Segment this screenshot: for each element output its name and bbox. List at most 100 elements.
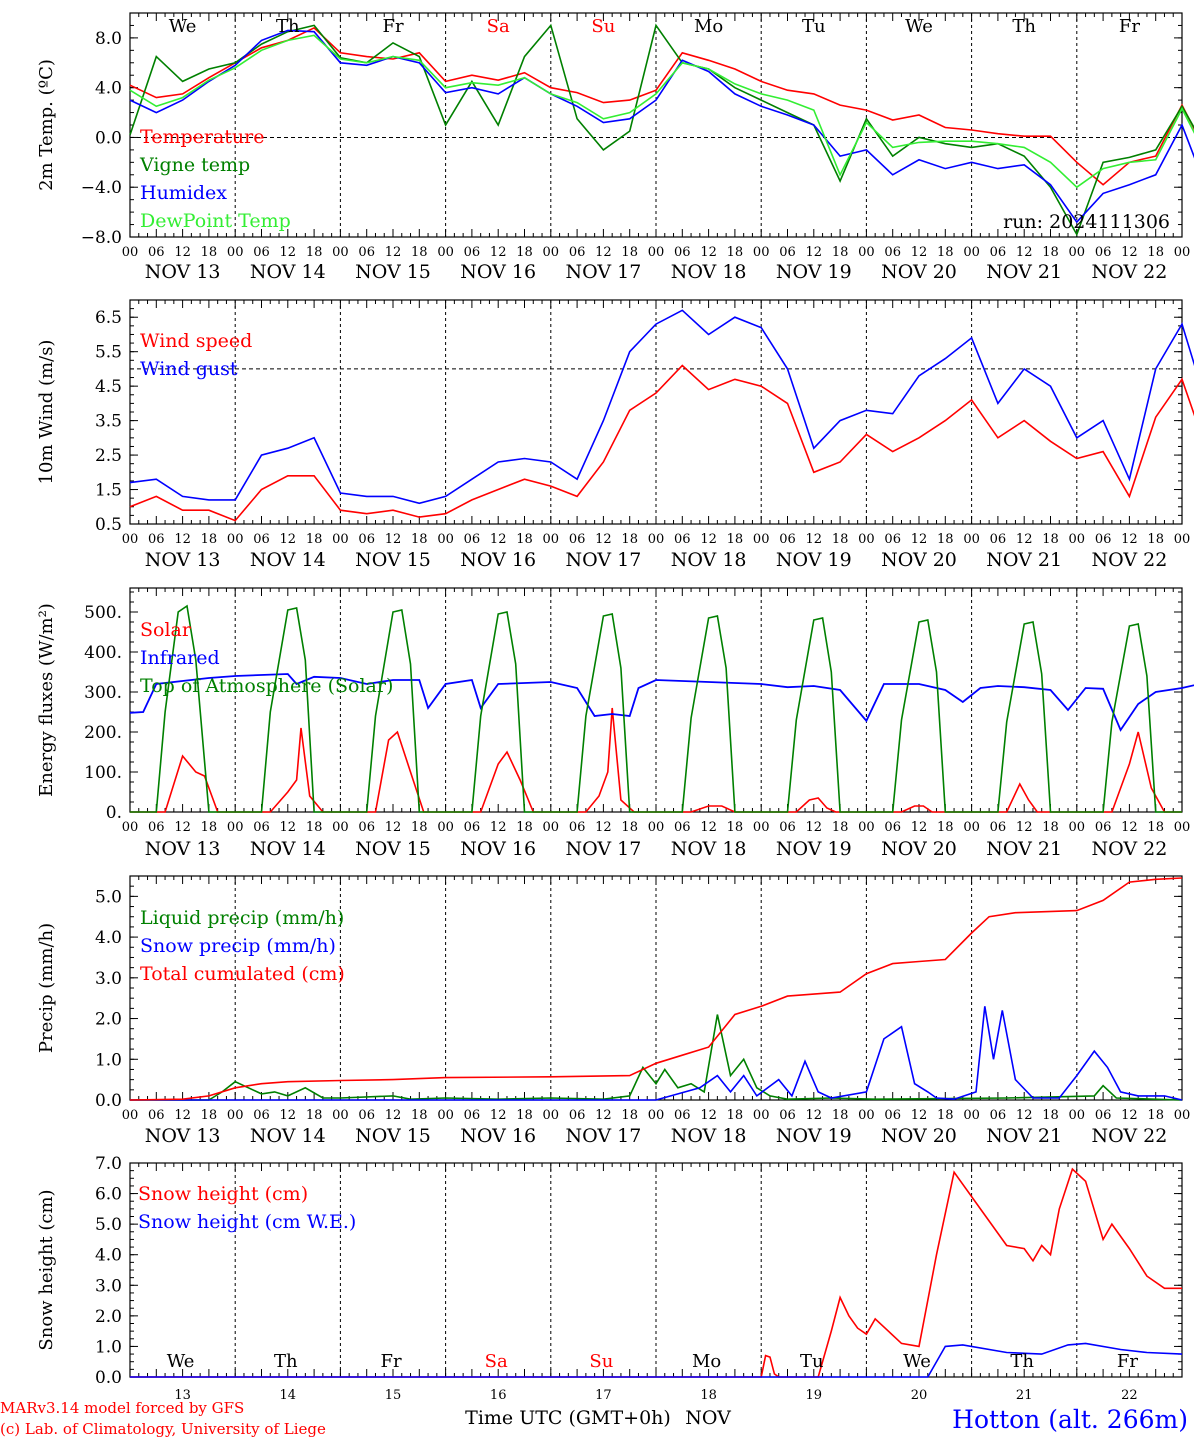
hour-tick-label: 00 bbox=[1069, 820, 1086, 835]
date-label: NOV 20 bbox=[881, 261, 957, 283]
hour-tick-label: 00 bbox=[332, 245, 349, 260]
hour-tick-label: 12 bbox=[280, 820, 297, 835]
y-tick-label: 4.0 bbox=[95, 1246, 122, 1266]
y-axis-label: Snow height (cm) bbox=[36, 1189, 57, 1350]
y-tick-label: 2.0 bbox=[95, 1307, 122, 1327]
day-number-label: 19 bbox=[806, 1388, 823, 1403]
day-name-label: Fr bbox=[382, 16, 403, 37]
date-label: NOV 16 bbox=[460, 549, 536, 571]
hour-tick-label: 12 bbox=[1016, 532, 1033, 547]
y-tick-label: 7.0 bbox=[95, 1154, 122, 1174]
y-tick-label: 3.0 bbox=[95, 969, 122, 989]
plot-frame bbox=[129, 299, 1183, 525]
y-tick-label: 1.0 bbox=[95, 1050, 122, 1070]
date-label: NOV 13 bbox=[145, 261, 221, 283]
hour-tick-label: 06 bbox=[1095, 245, 1112, 260]
day-name-label: Tu bbox=[800, 1351, 824, 1372]
hour-tick-label: 06 bbox=[253, 820, 270, 835]
date-label: NOV 22 bbox=[1091, 838, 1167, 860]
hour-tick-label: 18 bbox=[306, 532, 323, 547]
date-label: NOV 13 bbox=[145, 838, 221, 860]
panel-3: 500. 400. 300. 200. 100. 0. Energy fluxes (W/m… bbox=[36, 587, 1194, 860]
y-tick-label: −4.0 bbox=[81, 178, 122, 198]
legend-entry: DewPoint Temp bbox=[140, 210, 291, 232]
date-label: NOV 18 bbox=[671, 838, 747, 860]
hour-tick-label: 12 bbox=[490, 1108, 507, 1123]
date-label: NOV 18 bbox=[671, 1125, 747, 1147]
hour-tick-label: 06 bbox=[148, 820, 165, 835]
hour-tick-label: 06 bbox=[358, 820, 375, 835]
day-number-label: 21 bbox=[1016, 1388, 1033, 1403]
hour-tick-label: 00 bbox=[1174, 532, 1191, 547]
hour-tick-label: 18 bbox=[1147, 245, 1164, 260]
legend-entry: Wind speed bbox=[140, 330, 252, 352]
hour-tick-label: 06 bbox=[990, 820, 1007, 835]
y-tick-label: 5.0 bbox=[95, 1215, 122, 1235]
hour-tick-label: 12 bbox=[700, 820, 717, 835]
hour-tick-label: 00 bbox=[437, 245, 454, 260]
hour-tick-label: 00 bbox=[648, 532, 665, 547]
legend-entry: Liquid precip (mm/h) bbox=[140, 907, 344, 929]
series-line bbox=[129, 877, 1183, 1101]
hour-tick-label: 18 bbox=[621, 1108, 638, 1123]
date-label: NOV 16 bbox=[460, 838, 536, 860]
day-name-label: Th bbox=[274, 1351, 298, 1372]
hour-tick-label: 06 bbox=[358, 532, 375, 547]
meteogram-panels: 8.0 4.0 0.0 −4.0 −8.0 2m Temp. (ºC) Temperatur… bbox=[36, 12, 1194, 1403]
y-tick-label: 6.5 bbox=[95, 308, 122, 328]
hour-tick-label: 06 bbox=[674, 245, 691, 260]
day-name-label: Sa bbox=[487, 16, 510, 37]
legend-entry: Wind gust bbox=[140, 358, 238, 380]
hour-tick-label: 00 bbox=[227, 245, 244, 260]
hour-tick-label: 12 bbox=[490, 820, 507, 835]
hour-tick-label: 18 bbox=[621, 245, 638, 260]
date-label: NOV 19 bbox=[776, 1125, 852, 1147]
hour-tick-label: 18 bbox=[1042, 1108, 1059, 1123]
date-label: NOV 19 bbox=[776, 549, 852, 571]
hour-tick-label: 06 bbox=[884, 245, 901, 260]
hour-tick-label: 00 bbox=[648, 245, 665, 260]
hour-tick-label: 06 bbox=[779, 532, 796, 547]
hour-tick-label: 12 bbox=[490, 532, 507, 547]
hour-tick-label: 18 bbox=[201, 1108, 218, 1123]
hour-tick-label: 00 bbox=[858, 532, 875, 547]
hour-tick-label: 12 bbox=[385, 245, 402, 260]
hour-tick-label: 12 bbox=[280, 1108, 297, 1123]
hour-tick-label: 00 bbox=[753, 532, 770, 547]
day-name-label: We bbox=[905, 16, 933, 37]
hour-tick-label: 18 bbox=[516, 245, 533, 260]
hour-tick-label: 18 bbox=[937, 532, 954, 547]
hour-tick-label: 06 bbox=[464, 532, 481, 547]
legend-entry: Top of Atmosphere (Solar) bbox=[140, 675, 393, 697]
legend-entry: Humidex bbox=[140, 182, 227, 204]
day-name-label: Th bbox=[276, 16, 300, 37]
hour-tick-label: 00 bbox=[1069, 245, 1086, 260]
date-label: NOV 16 bbox=[460, 261, 536, 283]
hour-tick-label: 12 bbox=[595, 820, 612, 835]
hour-tick-label: 06 bbox=[990, 1108, 1007, 1123]
hour-tick-label: 00 bbox=[332, 532, 349, 547]
hour-tick-label: 00 bbox=[227, 532, 244, 547]
hour-tick-label: 00 bbox=[227, 820, 244, 835]
y-tick-label: 2.5 bbox=[95, 446, 122, 466]
day-name-label: Fr bbox=[1117, 1351, 1138, 1372]
hour-tick-label: 00 bbox=[858, 245, 875, 260]
hour-tick-label: 12 bbox=[174, 1108, 191, 1123]
hour-tick-label: 12 bbox=[174, 245, 191, 260]
hour-tick-label: 18 bbox=[201, 245, 218, 260]
hour-tick-label: 00 bbox=[1174, 1108, 1191, 1123]
date-label: NOV 15 bbox=[355, 549, 431, 571]
day-number-label: 16 bbox=[490, 1388, 507, 1403]
panel-1: 8.0 4.0 0.0 −4.0 −8.0 2m Temp. (ºC) Temperatur… bbox=[36, 12, 1194, 283]
legend-entry: Infrared bbox=[140, 647, 220, 669]
y-tick-label: 1.5 bbox=[95, 481, 122, 501]
hour-tick-label: 18 bbox=[832, 245, 849, 260]
hour-tick-label: 00 bbox=[753, 1108, 770, 1123]
y-tick-label: 5.0 bbox=[95, 887, 122, 907]
hour-tick-label: 12 bbox=[1016, 1108, 1033, 1123]
hour-tick-label: 12 bbox=[700, 532, 717, 547]
hour-tick-label: 18 bbox=[411, 1108, 428, 1123]
hour-tick-label: 06 bbox=[990, 532, 1007, 547]
y-tick-label: 300. bbox=[84, 683, 122, 703]
